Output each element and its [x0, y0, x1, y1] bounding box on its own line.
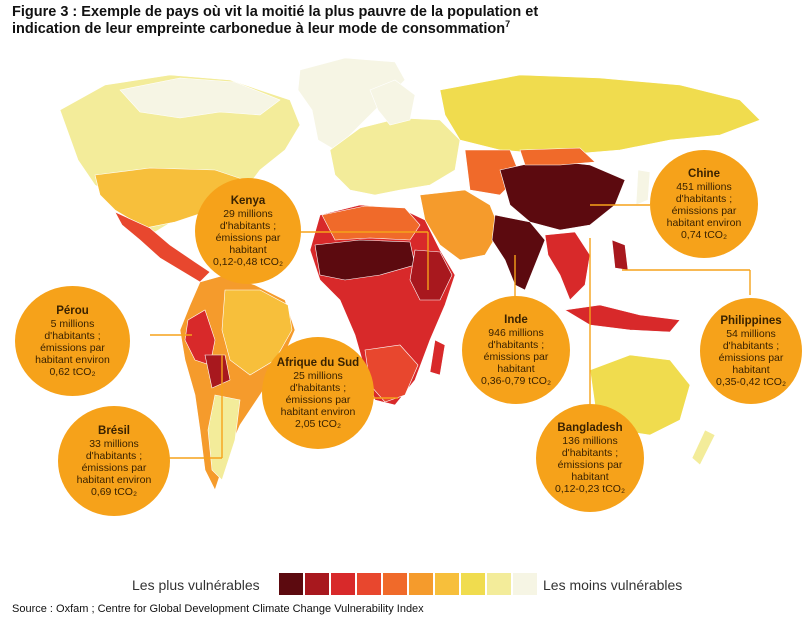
- callout-bresil-name: Brésil: [98, 424, 130, 437]
- bolivia-region: [204, 354, 231, 389]
- callout-philippines-desc: 54 millions d'habitants ; émissions par …: [715, 327, 787, 388]
- legend-swatch-7: [435, 573, 459, 595]
- legend-swatch-10: [513, 573, 537, 595]
- scandinavia: [369, 79, 416, 126]
- japan: [635, 169, 651, 206]
- legend-swatches: [279, 573, 539, 595]
- callout-bresil: Brésil 33 millions d'habitants ; émissio…: [58, 406, 170, 516]
- callout-bresil-desc: 33 millions d'habitants ; émissions par …: [76, 437, 152, 498]
- callout-bangladesh-desc: 136 millions d'habitants ; émissions par…: [554, 434, 626, 495]
- callout-inde-desc: 946 millions d'habitants ; émissions par…: [480, 326, 552, 387]
- callout-afrique-du-sud: Afrique du Sud 25 millions d'habitants ;…: [262, 337, 374, 449]
- india: [491, 214, 546, 291]
- callout-chine-name: Chine: [688, 167, 720, 180]
- callout-kenya: Kenya 29 millions d'habitants ; émission…: [195, 178, 301, 284]
- greenland: [297, 57, 406, 151]
- callout-philippines-name: Philippines: [720, 314, 782, 327]
- callout-bangladesh-name: Bangladesh: [557, 421, 623, 434]
- legend-label-least: Les moins vulnérables: [543, 577, 683, 593]
- philippines-region: [611, 239, 629, 271]
- callout-perou: Pérou 5 millions d'habitants ; émissions…: [15, 286, 130, 396]
- connector-lines: [150, 204, 751, 459]
- callout-perou-name: Pérou: [56, 304, 89, 317]
- legend-swatch-4: [357, 573, 381, 595]
- indonesia: [564, 304, 681, 333]
- legend-swatch-5: [383, 573, 407, 595]
- middle-east: [419, 189, 501, 261]
- new-zealand: [691, 429, 716, 466]
- legend-swatch-6: [409, 573, 433, 595]
- callout-kenya-desc: 29 millions d'habitants ; émissions par …: [212, 207, 284, 268]
- legend-swatch-2: [305, 573, 329, 595]
- madagascar: [429, 339, 446, 376]
- callout-chine-desc: 451 millions d'habitants ; émissions par…: [666, 180, 742, 241]
- callout-inde: Inde 946 millions d'habitants ; émission…: [462, 296, 570, 404]
- legend: Les plus vulnérables Les moins vulnérabl…: [0, 571, 808, 599]
- callout-afrique-du-sud-desc: 25 millions d'habitants ; émissions par …: [280, 369, 356, 430]
- source-note: Source : Oxfam ; Centre for Global Devel…: [12, 603, 424, 615]
- figure-title-text: Figure 3 : Exemple de pays où vit la moi…: [12, 4, 539, 37]
- callout-perou-desc: 5 millions d'habitants ; émissions par h…: [35, 317, 110, 378]
- sahel: [314, 239, 416, 281]
- figure-title: Figure 3 : Exemple de pays où vit la moi…: [12, 4, 572, 38]
- legend-label-most: Les plus vulnérables: [132, 577, 260, 593]
- southern-cone: [207, 394, 241, 481]
- canada-north: [119, 77, 281, 119]
- callout-inde-name: Inde: [504, 313, 528, 326]
- legend-swatch-1: [279, 573, 303, 595]
- legend-swatch-3: [331, 573, 355, 595]
- callout-bangladesh: Bangladesh 136 millions d'habitants ; ém…: [536, 404, 644, 512]
- callout-chine: Chine 451 millions d'habitants ; émissio…: [650, 150, 758, 258]
- footnote-marker: 7: [505, 19, 511, 30]
- southeast-asia: [544, 231, 591, 301]
- world-map: [59, 57, 761, 491]
- legend-swatch-8: [461, 573, 485, 595]
- mongolia: [519, 147, 596, 166]
- east-africa: [409, 249, 453, 301]
- callout-afrique-du-sud-name: Afrique du Sud: [276, 356, 360, 369]
- russia: [439, 74, 761, 156]
- callout-philippines: Philippines 54 millions d'habitants ; ém…: [700, 298, 802, 404]
- callout-kenya-name: Kenya: [230, 194, 266, 207]
- legend-swatch-9: [487, 573, 511, 595]
